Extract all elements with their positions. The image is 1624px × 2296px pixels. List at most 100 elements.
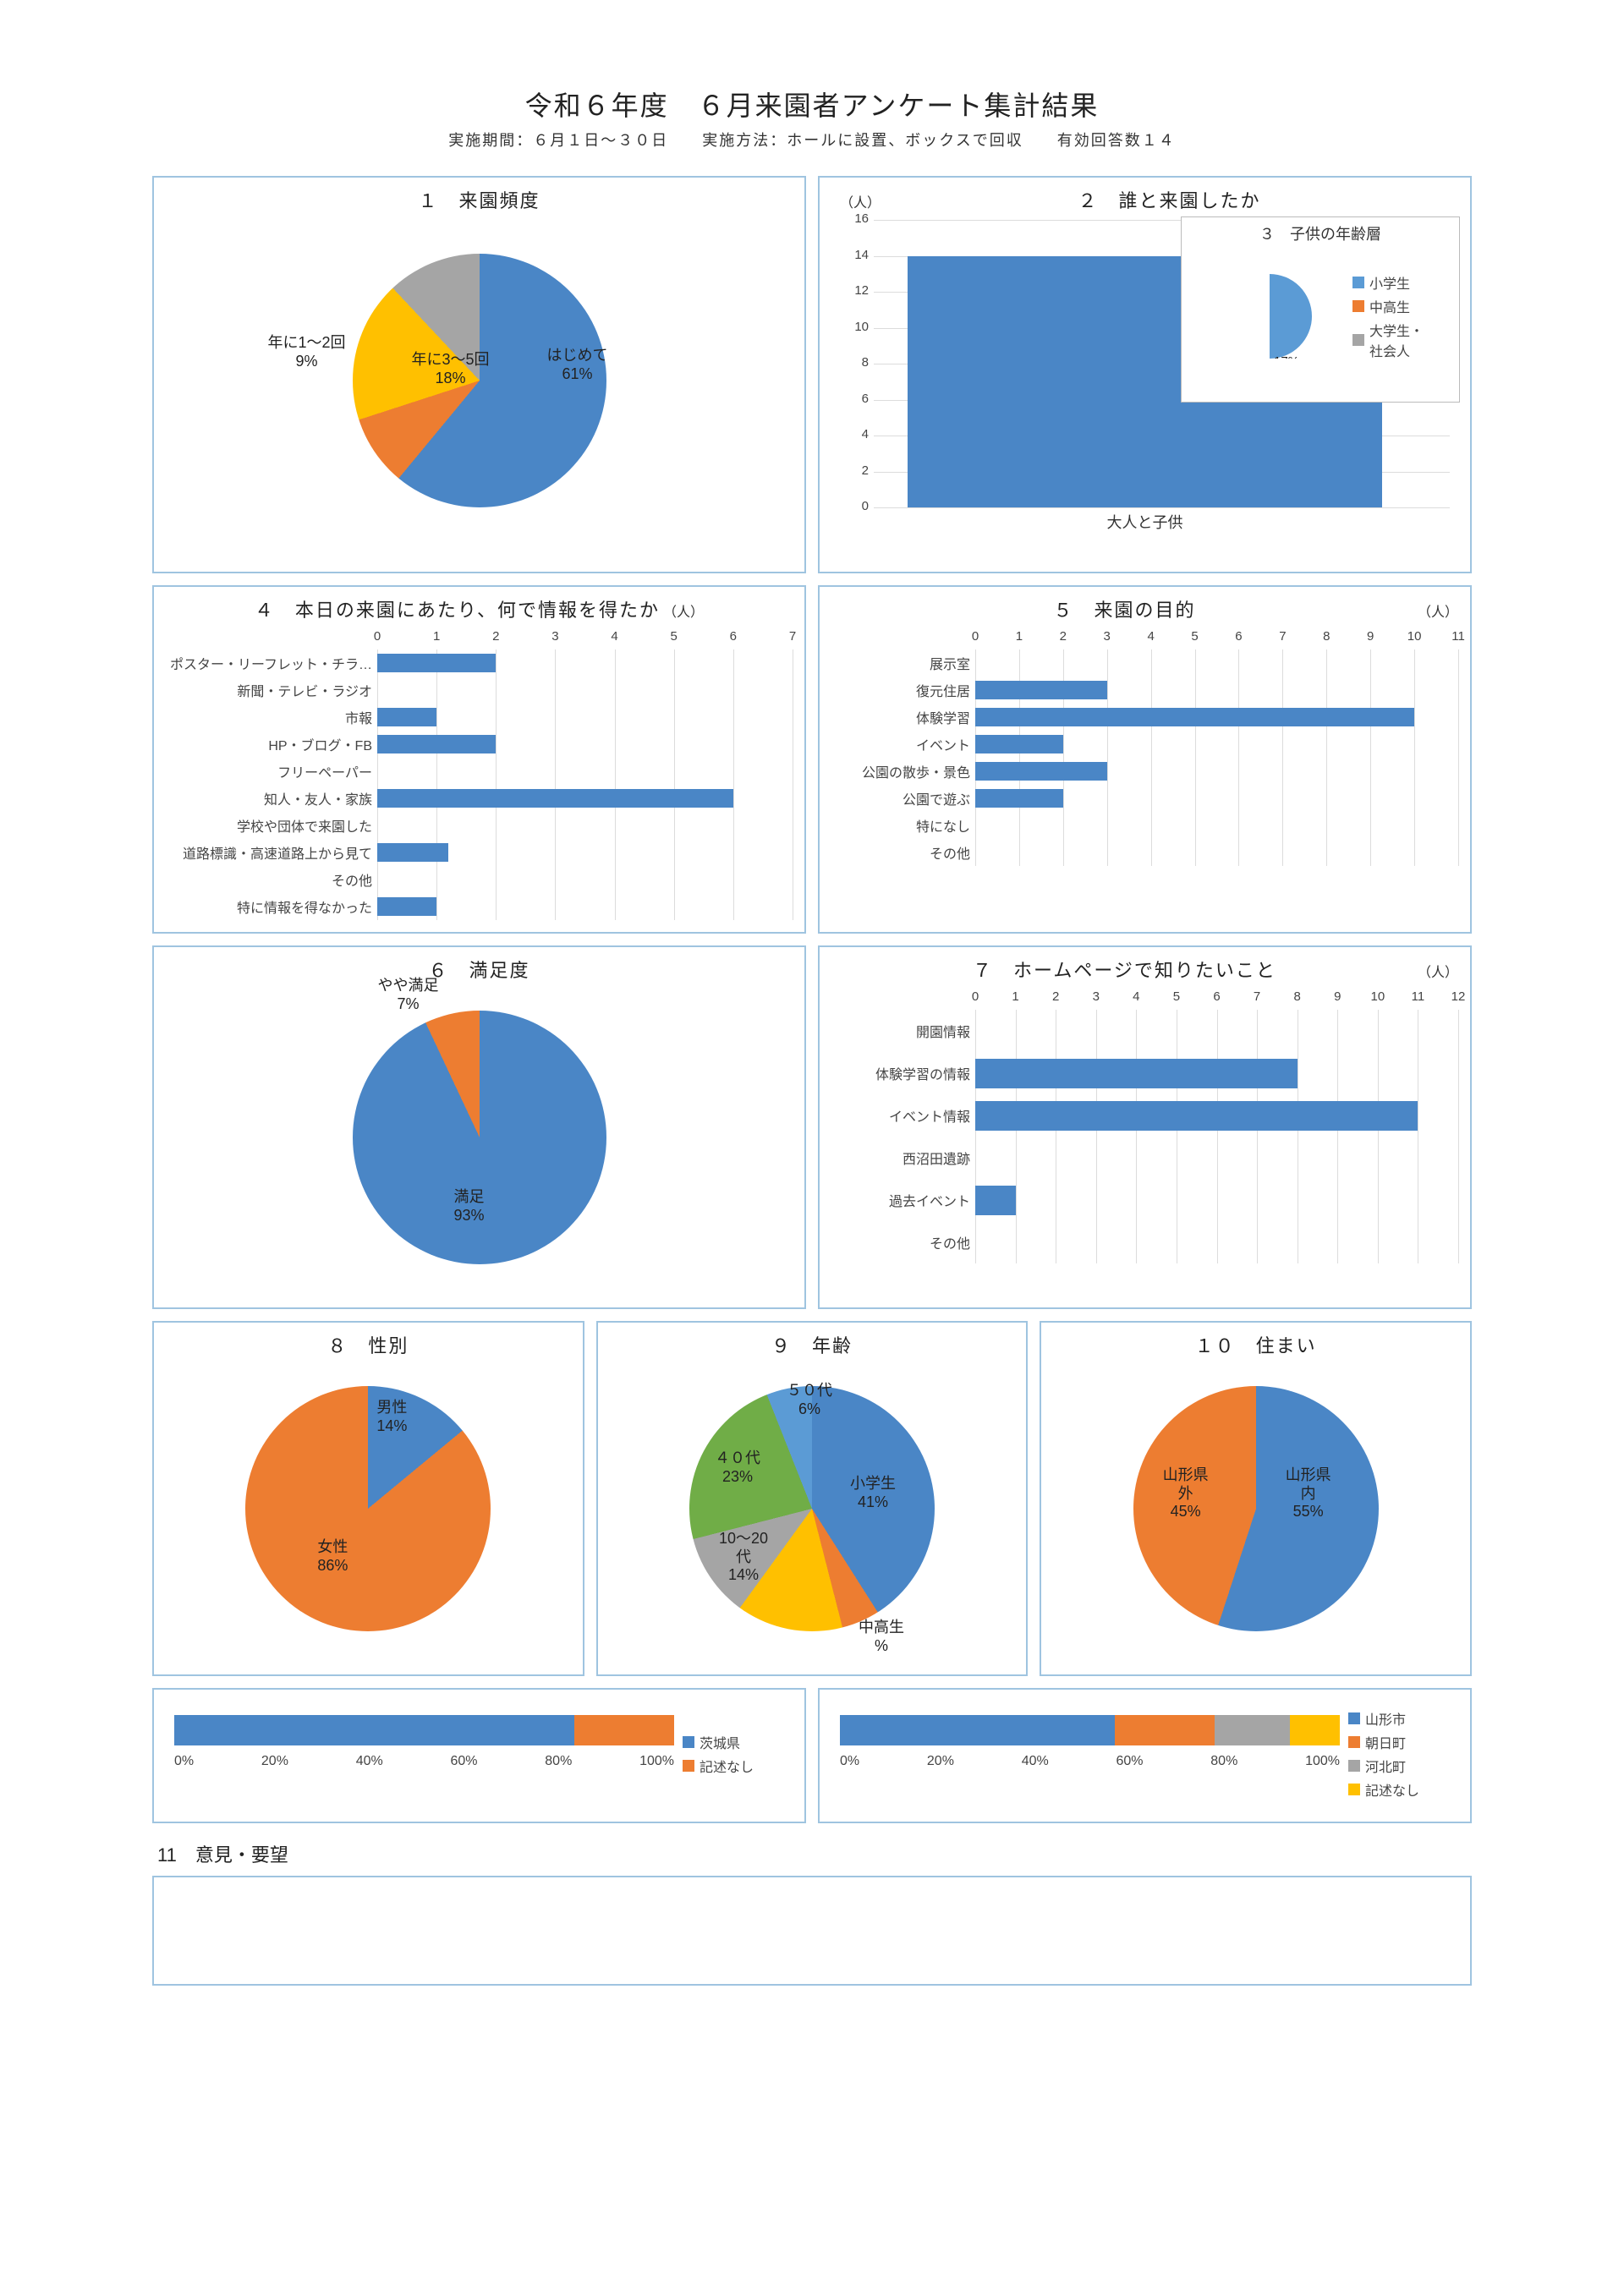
bar-category-label: ポスター・リーフレット・チラ… bbox=[166, 649, 372, 677]
x-tick-label: 1 bbox=[1016, 629, 1023, 644]
bar-category-label: 新聞・テレビ・ラジオ bbox=[166, 677, 372, 704]
x-tick-label: 2 bbox=[1052, 989, 1059, 1004]
stack-segment bbox=[1215, 1715, 1290, 1745]
bar-category-label: その他 bbox=[831, 1221, 970, 1263]
bar-category-label: 復元住居 bbox=[831, 677, 970, 704]
x-tick-label: 7 bbox=[1254, 989, 1260, 1004]
y-tick-label: 16 bbox=[840, 211, 869, 226]
x-tick-label: 100% bbox=[1305, 1754, 1340, 1769]
gridline bbox=[1378, 1010, 1379, 1263]
chart1-pie-wrap: はじめて61%年に1～2回9%年に3～5回18% bbox=[166, 220, 793, 541]
chart4-unit: （人） bbox=[663, 600, 704, 621]
panel-chart1: １ 来園頻度 はじめて61%年に1～2回9%年に3～5回18% bbox=[152, 176, 806, 573]
bar-category-label: 展示室 bbox=[831, 649, 970, 677]
bar bbox=[975, 735, 1063, 753]
x-tick-label: 4 bbox=[1147, 629, 1154, 644]
x-tick-label: 0 bbox=[972, 629, 979, 644]
section11-title: 11 意見・要望 bbox=[157, 1840, 1472, 1867]
y-tick-label: 4 bbox=[840, 427, 869, 441]
x-tick-label: 20% bbox=[927, 1754, 954, 1769]
x-tick-label: 3 bbox=[1104, 629, 1111, 644]
page-header: 令和６年度 ６月来園者アンケート集計結果 実施期間：６月１日～３０日 実施方法：… bbox=[152, 85, 1472, 151]
chart4-bars: 01234567ポスター・リーフレット・チラ…新聞・テレビ・ラジオ市報HP・ブロ… bbox=[166, 629, 793, 920]
gridline bbox=[674, 649, 675, 920]
gridline bbox=[1458, 649, 1459, 866]
bar bbox=[975, 1101, 1418, 1131]
gridline bbox=[1282, 649, 1283, 866]
bar-category-label: 体験学習 bbox=[831, 704, 970, 731]
x-tick-label: 9 bbox=[1334, 989, 1341, 1004]
x-tick-label: 5 bbox=[671, 629, 678, 644]
bar-category-label: イベント bbox=[831, 731, 970, 758]
panel-chart10: １０ 住まい 山形県内55%山形県外45% bbox=[1040, 1321, 1472, 1676]
chart6-pie-wrap: 満足93%やや満足7% bbox=[166, 989, 793, 1285]
legend-item: 山形市 bbox=[1348, 1708, 1458, 1729]
x-tick-label: 3 bbox=[551, 629, 558, 644]
bar-category-label: 学校や団体で来園した bbox=[166, 812, 372, 839]
gridline bbox=[874, 507, 1450, 508]
bar-category-label: 特に情報を得なかった bbox=[166, 893, 372, 920]
pie-slice-label: ４０代23% bbox=[715, 1449, 760, 1486]
gridline bbox=[1096, 1010, 1097, 1263]
x-tick-label: 10 bbox=[1370, 989, 1385, 1004]
stack-segment bbox=[1290, 1715, 1340, 1745]
bar bbox=[377, 654, 496, 672]
section11-box bbox=[152, 1876, 1472, 1986]
x-tick-label: 0% bbox=[174, 1754, 194, 1769]
y-tick-label: 14 bbox=[840, 248, 869, 262]
gridline bbox=[377, 649, 378, 920]
legend-item: 記述なし bbox=[1348, 1779, 1458, 1800]
x-tick-label: 11 bbox=[1412, 989, 1425, 1004]
stack-out-axis: 0%20%40%60%80%100% bbox=[174, 1754, 674, 1769]
x-tick-label: 4 bbox=[611, 629, 617, 644]
x-axis: 0123456789101112 bbox=[975, 989, 1458, 1010]
bar-category-label: その他 bbox=[166, 866, 372, 893]
pie-slice-label: 28% bbox=[1226, 278, 1251, 293]
legend-label: 記述なし bbox=[700, 1756, 754, 1776]
x-tick-label: 0% bbox=[840, 1754, 859, 1769]
x-tick-label: 2 bbox=[492, 629, 499, 644]
row-2: ４ 本日の来園にあたり、何で情報を得たか （人） 01234567ポスター・リー… bbox=[152, 585, 1472, 934]
chart7-bars: 0123456789101112開園情報体験学習の情報イベント情報西沼田遺跡過去… bbox=[831, 989, 1458, 1263]
x-tick-label: 60% bbox=[1116, 1754, 1143, 1769]
bar bbox=[377, 708, 436, 726]
gridline bbox=[615, 649, 616, 920]
legend-label: 大学生・社会人 bbox=[1369, 320, 1424, 360]
x-tick-label: 60% bbox=[450, 1754, 477, 1769]
row-1: １ 来園頻度 はじめて61%年に1～2回9%年に3～5回18% （人） ２ 誰と… bbox=[152, 176, 1472, 573]
pie-slice-label: 中高生% bbox=[859, 1619, 904, 1655]
bar-category-label: 特になし bbox=[831, 812, 970, 839]
gridline bbox=[1151, 649, 1152, 866]
gridline bbox=[1337, 1010, 1338, 1263]
legend-label: 山形市 bbox=[1365, 1708, 1406, 1729]
x-tick-label: 100% bbox=[639, 1754, 674, 1769]
bar bbox=[377, 735, 496, 753]
stack-segment bbox=[174, 1715, 574, 1745]
bar-category-label: 西沼田遺跡 bbox=[831, 1137, 970, 1179]
bar bbox=[975, 789, 1063, 808]
bar bbox=[975, 1059, 1298, 1088]
bar-category-label: HP・ブログ・FB bbox=[166, 731, 372, 758]
legend-label: 中高生 bbox=[1369, 296, 1410, 316]
main-title: 令和６年度 ６月来園者アンケート集計結果 bbox=[152, 85, 1472, 123]
bar bbox=[975, 762, 1107, 781]
gridline bbox=[733, 649, 734, 920]
x-tick-label: 80% bbox=[545, 1754, 572, 1769]
chart5-unit: （人） bbox=[1418, 600, 1458, 621]
pie-slice-label: 55% bbox=[1312, 267, 1337, 282]
stack-out-legend: 茨城県記述なし bbox=[683, 1729, 793, 1779]
pie-slice-label: 小学生41% bbox=[850, 1475, 896, 1511]
pie-slice-label: はじめて61% bbox=[547, 347, 608, 383]
bar bbox=[377, 789, 733, 808]
stack-segment bbox=[840, 1715, 1115, 1745]
chart8-title: ８ 性別 bbox=[166, 1331, 571, 1358]
bar-category-label: 公園の散歩・景色 bbox=[831, 758, 970, 785]
gridline bbox=[1326, 649, 1327, 866]
y-tick-label: 6 bbox=[840, 392, 869, 406]
bar-category-label: 市報 bbox=[166, 704, 372, 731]
x-tick-label: 20% bbox=[261, 1754, 288, 1769]
pie-slice-label: 年に1～2回9% bbox=[268, 334, 346, 370]
bar-category-label: 公園で遊ぶ bbox=[831, 785, 970, 812]
pie-slice-label: 満足93% bbox=[454, 1188, 485, 1225]
stack-in-bar bbox=[840, 1715, 1340, 1745]
